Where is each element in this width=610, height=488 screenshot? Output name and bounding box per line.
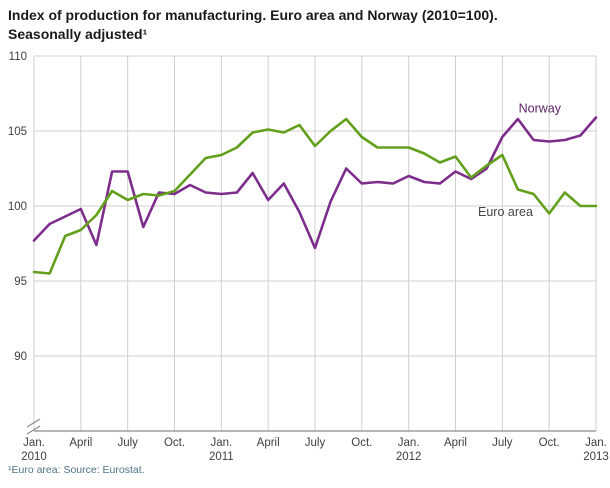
y-axis-tick-label: 100	[8, 201, 27, 213]
line-chart-svg: 110 105 100 95 90 Jan. 2010 April July Oct. Jan. 20…	[8, 51, 609, 463]
x-axis-tick-label: Jan.	[585, 437, 607, 449]
chart-title-line2: Seasonally adjusted¹	[8, 26, 148, 42]
x-axis-tick-label: July	[492, 437, 513, 449]
x-axis-tick-label: Jan.	[210, 437, 232, 449]
series-line-euro-area	[32, 117, 598, 275]
y-axis-tick-label: 110	[9, 51, 27, 63]
x-axis-tick-label: Oct.	[539, 437, 560, 449]
x-axis-year-label: 2010	[21, 451, 47, 462]
x-axis-year-label: 2013	[583, 451, 609, 462]
x-axis-year-label: 2012	[396, 451, 422, 462]
line-chart: 110 105 100 95 90 Jan. 2010 April July Oct. Jan. 20…	[0, 46, 610, 463]
series-line-norway	[32, 116, 598, 250]
x-axis-tick-label: Oct.	[164, 437, 185, 449]
y-axis-tick-label: 95	[14, 276, 27, 288]
x-axis-tick-label: Jan.	[23, 437, 45, 449]
x-axis-tick-label: April	[444, 437, 467, 449]
series-label-euro-area: Euro area	[478, 205, 533, 219]
x-axis-year-label: 2011	[209, 451, 234, 462]
axis-break-icon	[26, 418, 41, 435]
x-axis-tick-label: July	[117, 437, 138, 449]
x-axis-tick-label: April	[69, 437, 92, 449]
series-label-norway: Norway	[519, 102, 562, 116]
x-axis-tick-label: April	[257, 437, 280, 449]
x-axis-tick-label: July	[305, 437, 326, 449]
y-axis-tick-label: 105	[8, 126, 27, 138]
x-axis-tick-label: Oct.	[351, 437, 372, 449]
chart-title: Index of production for manufacturing. E…	[0, 0, 610, 44]
x-axis-tick-label: Jan.	[398, 437, 420, 449]
footnote: ¹Euro area: Source: Eurostat.	[8, 464, 145, 476]
chart-title-line1: Index of production for manufacturing. E…	[8, 7, 498, 23]
y-axis-tick-label: 90	[14, 351, 27, 363]
